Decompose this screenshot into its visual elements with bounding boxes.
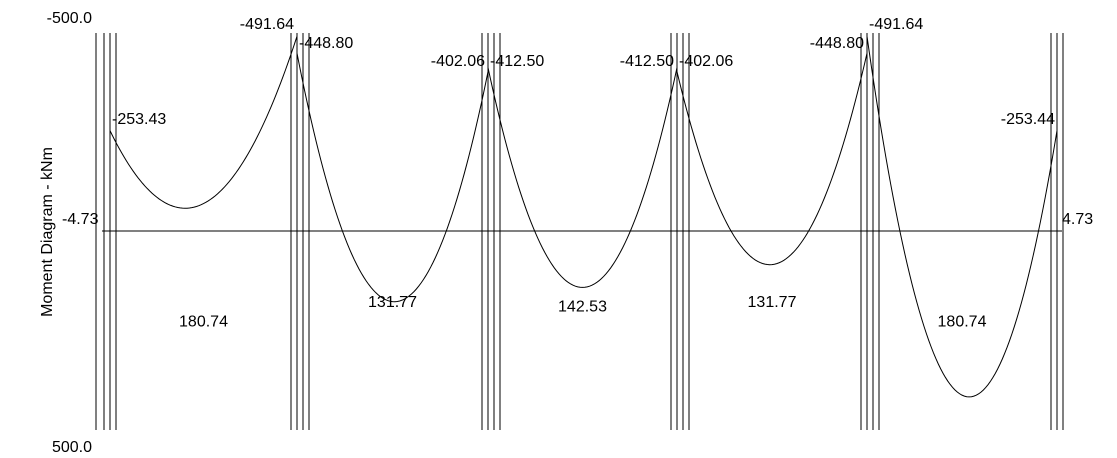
y-axis-title: Moment Diagram - kNm bbox=[39, 147, 56, 317]
end-moment-label-left: -4.73 bbox=[62, 211, 99, 228]
moment-curve-span-1 bbox=[109, 36, 298, 209]
support-moment-label: -448.80 bbox=[810, 35, 864, 52]
support-moment-label: -253.44 bbox=[1001, 111, 1055, 128]
span-max-moment-label: 131.77 bbox=[748, 294, 797, 311]
span-max-moment-label: 180.74 bbox=[179, 314, 228, 331]
span-max-moment-label: 131.77 bbox=[368, 294, 417, 311]
moment-curve-span-5 bbox=[866, 36, 1058, 398]
support-moment-label: -402.06 bbox=[431, 53, 485, 70]
moment-curve-span-4 bbox=[676, 53, 868, 266]
support-moment-label: -448.80 bbox=[299, 35, 353, 52]
span-max-moment-label: 180.74 bbox=[938, 314, 987, 331]
span-max-moment-label: 142.53 bbox=[558, 298, 607, 315]
moment-curves bbox=[109, 36, 1058, 398]
moment-curve-span-3 bbox=[487, 67, 678, 288]
support-moment-label: -402.06 bbox=[679, 53, 733, 70]
support-moment-label: -412.50 bbox=[620, 53, 674, 70]
moment-curve-span-2 bbox=[296, 53, 489, 303]
value-labels: -4.73 4.73 -253.43 -491.64 -448.80 -402.06 -41… bbox=[62, 16, 1093, 331]
y-axis-bottom-label: 500.0 bbox=[52, 439, 92, 456]
support-moment-label: -412.50 bbox=[490, 53, 544, 70]
support-moment-label: -491.64 bbox=[240, 16, 294, 33]
support-moment-label: -253.43 bbox=[112, 111, 166, 128]
y-axis-top-label: -500.0 bbox=[47, 10, 92, 27]
support-moment-label: -491.64 bbox=[869, 16, 923, 33]
end-moment-label-right: 4.73 bbox=[1062, 211, 1093, 228]
